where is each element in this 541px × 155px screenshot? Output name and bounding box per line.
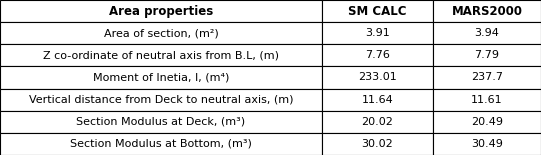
Bar: [433, 44, 541, 66]
Bar: [0, 111, 322, 133]
Text: SM CALC: SM CALC: [348, 4, 407, 18]
Text: Moment of Inetia, I, (m⁴): Moment of Inetia, I, (m⁴): [93, 73, 229, 82]
Bar: [433, 66, 541, 89]
Bar: [322, 66, 433, 89]
Bar: [322, 0, 433, 22]
Bar: [433, 111, 541, 133]
Text: 233.01: 233.01: [358, 73, 397, 82]
Text: MARS2000: MARS2000: [451, 4, 523, 18]
Text: Area properties: Area properties: [109, 4, 213, 18]
Text: 7.76: 7.76: [365, 50, 390, 60]
Text: Area of section, (m²): Area of section, (m²): [103, 28, 219, 38]
Bar: [322, 133, 433, 155]
Text: Section Modulus at Bottom, (m³): Section Modulus at Bottom, (m³): [70, 139, 252, 149]
Bar: [322, 111, 433, 133]
Text: 20.02: 20.02: [361, 117, 393, 127]
Text: Section Modulus at Deck, (m³): Section Modulus at Deck, (m³): [76, 117, 246, 127]
Bar: [433, 0, 541, 22]
Text: 3.91: 3.91: [365, 28, 390, 38]
Bar: [0, 66, 322, 89]
Bar: [0, 44, 322, 66]
Text: 7.79: 7.79: [474, 50, 499, 60]
Text: Vertical distance from Deck to neutral axis, (m): Vertical distance from Deck to neutral a…: [29, 95, 293, 105]
Text: 20.49: 20.49: [471, 117, 503, 127]
Bar: [0, 133, 322, 155]
Bar: [433, 89, 541, 111]
Text: 237.7: 237.7: [471, 73, 503, 82]
Text: Z co-ordinate of neutral axis from B.L, (m): Z co-ordinate of neutral axis from B.L, …: [43, 50, 279, 60]
Bar: [0, 89, 322, 111]
Bar: [322, 89, 433, 111]
Text: 30.02: 30.02: [361, 139, 393, 149]
Text: 3.94: 3.94: [474, 28, 499, 38]
Text: 30.49: 30.49: [471, 139, 503, 149]
Bar: [433, 22, 541, 44]
Bar: [0, 22, 322, 44]
Bar: [433, 133, 541, 155]
Text: 11.64: 11.64: [361, 95, 393, 105]
Bar: [322, 44, 433, 66]
Text: 11.61: 11.61: [471, 95, 503, 105]
Bar: [0, 0, 322, 22]
Bar: [322, 22, 433, 44]
